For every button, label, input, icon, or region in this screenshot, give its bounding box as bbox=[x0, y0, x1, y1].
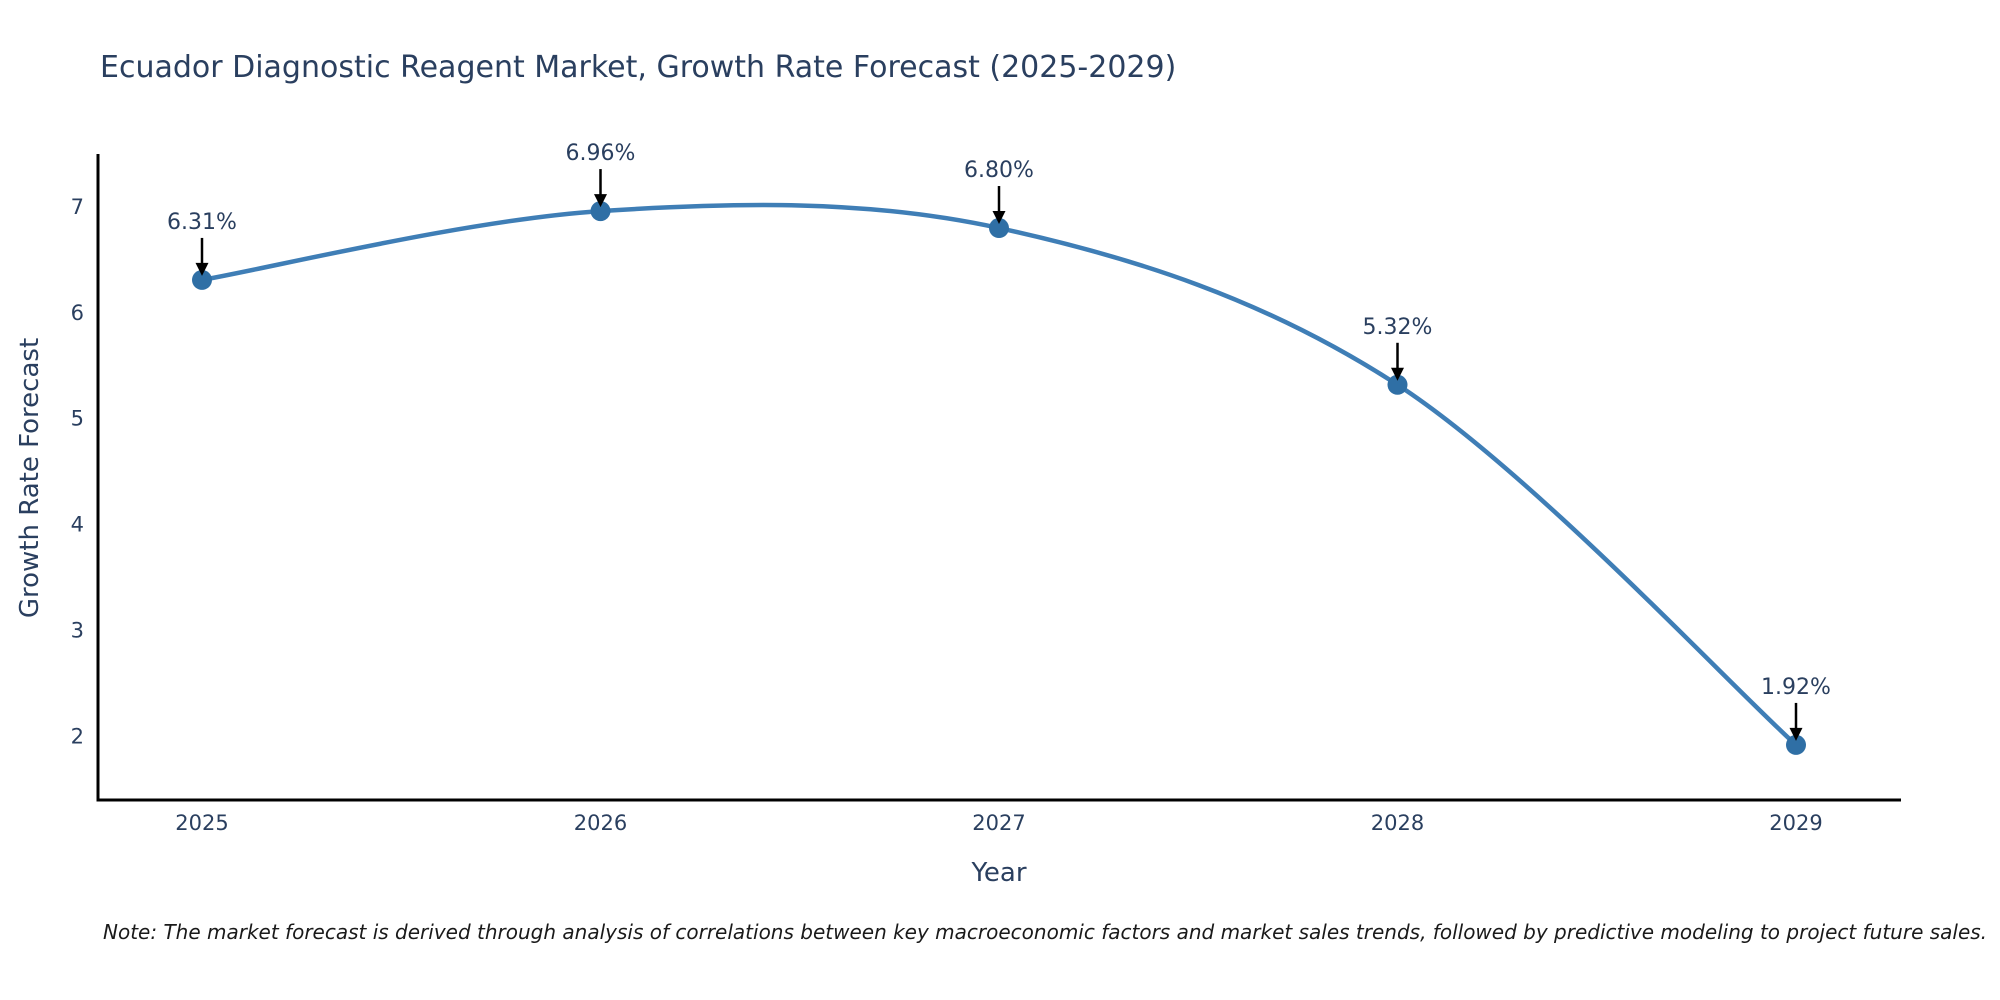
x-axis-title: Year bbox=[971, 858, 1027, 888]
data-point-2028 bbox=[1387, 374, 1408, 395]
annotation-label: 5.32% bbox=[1363, 315, 1433, 340]
annotation-arrowhead bbox=[992, 211, 1006, 225]
footnote: Note: The market forecast is derived thr… bbox=[103, 920, 1988, 944]
annotation-label: 6.80% bbox=[964, 158, 1034, 183]
data-point-2029 bbox=[1786, 734, 1806, 755]
annotation-label: 6.31% bbox=[167, 210, 237, 235]
annotation-arrowhead bbox=[1391, 367, 1404, 381]
data-point-2026 bbox=[590, 201, 611, 222]
data-point-2025 bbox=[192, 269, 212, 290]
annotation-label: 6.96% bbox=[566, 141, 636, 166]
x-tick-label: 2025 bbox=[175, 811, 228, 835]
y-tick-label: 3 bbox=[71, 619, 84, 643]
data-point-2027 bbox=[989, 218, 1009, 239]
y-axis-title: Growth Rate Forecast bbox=[15, 337, 45, 619]
chart-title: Ecuador Diagnostic Reagent Market, Growt… bbox=[100, 50, 1177, 85]
forecast-line bbox=[199, 202, 1799, 748]
y-tick-label: 5 bbox=[71, 407, 84, 431]
x-tick-label: 2029 bbox=[1769, 811, 1822, 835]
annotation-arrowhead bbox=[594, 194, 607, 208]
y-tick-label: 7 bbox=[71, 195, 84, 219]
y-tick-label: 6 bbox=[71, 301, 84, 325]
y-tick-label: 2 bbox=[71, 724, 84, 748]
y-tick-label: 4 bbox=[71, 513, 84, 537]
annotation-label: 1.92% bbox=[1761, 675, 1831, 700]
x-tick-label: 2027 bbox=[972, 811, 1025, 835]
x-tick-label: 2026 bbox=[574, 811, 627, 835]
annotation-arrowhead bbox=[195, 262, 209, 276]
annotation-arrowhead bbox=[1789, 727, 1803, 741]
x-tick-label: 2028 bbox=[1371, 811, 1424, 835]
